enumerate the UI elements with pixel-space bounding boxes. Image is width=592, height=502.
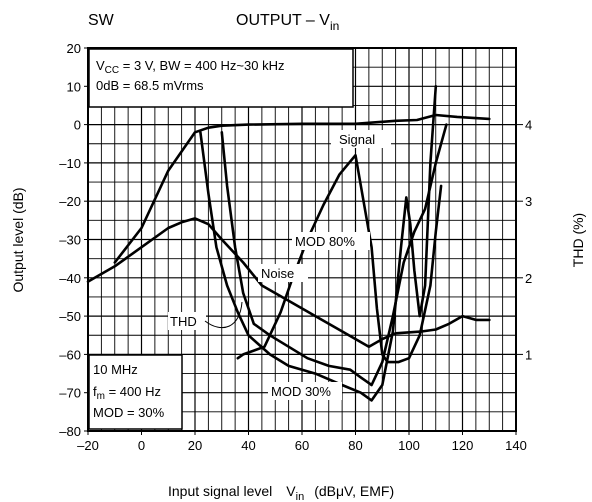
series-line-noise [86, 217, 491, 348]
x-tick-label: 100 [398, 438, 420, 453]
note-10mhz: 10 MHz [93, 362, 138, 377]
thd-leader-line [204, 301, 243, 329]
x-tick-label: 80 [348, 438, 362, 453]
y-left-tick-label: –30 [59, 233, 81, 248]
label-bg-mod80 [292, 232, 370, 250]
note-fm: fm = 400 Hz [93, 384, 161, 402]
header-left-label: SW [88, 12, 115, 29]
x-tick-label: –20 [77, 438, 99, 453]
label-bg-mod30 [268, 382, 342, 400]
y-left-tick-label: –80 [59, 424, 81, 439]
series-line-thd [236, 153, 443, 364]
note-0db: 0dB = 68.5 mVrms [96, 78, 204, 93]
chart-title: OUTPUT – Vin [236, 12, 339, 33]
y-right-axis-label: THD (%) [570, 213, 586, 267]
x-tick-label: 40 [241, 438, 255, 453]
y-left-tick-label: –40 [59, 271, 81, 286]
label-bg-noise [258, 264, 308, 282]
curve-label-noise: Noise [261, 266, 294, 281]
x-tick-label: 0 [138, 438, 145, 453]
y-left-tick-label: –50 [59, 309, 81, 324]
label-bg-signal [331, 130, 391, 148]
y-right-tick-label: 3 [525, 194, 532, 209]
label-bg-thd [168, 312, 206, 330]
note-vcc: VCC = 3 V, BW = 400 Hz~30 kHz [96, 58, 284, 76]
conditions-box-top [88, 48, 354, 108]
curve-label-mod80: MOD 80% [295, 234, 355, 249]
grid [88, 48, 516, 431]
y-right-tick-labels: 4 3 2 1 [516, 118, 532, 362]
series-group [86, 85, 491, 402]
y-left-tick-label: 10 [67, 79, 81, 94]
x-tick-label: 20 [188, 438, 202, 453]
y-left-axis-label: Output level (dB) [10, 187, 26, 292]
curve-label-signal: Signal [339, 132, 375, 147]
series-line-signal [113, 113, 491, 264]
y-left-tick-label: 20 [67, 41, 81, 56]
y-right-tick-label: 1 [525, 347, 532, 362]
y-left-tick-labels: 20 10 0 –10 –20 –30 –40 –50 –60 –70 –80 [59, 41, 88, 439]
y-left-tick-label: –10 [59, 156, 81, 171]
y-left-tick-label: –60 [59, 347, 81, 362]
y-right-tick-label: 2 [525, 271, 532, 286]
y-left-tick-label: 0 [74, 118, 81, 133]
x-tick-label: 140 [505, 438, 527, 453]
y-left-tick-label: –20 [59, 194, 81, 209]
x-tick-label: 120 [452, 438, 474, 453]
y-left-tick-label: –70 [59, 386, 81, 401]
curve-label-thd: THD [170, 314, 197, 329]
series-line-mod-80 [199, 85, 438, 402]
conditions-box-bottom [88, 354, 183, 430]
curve-label-mod30: MOD 30% [271, 384, 331, 399]
x-tick-labels: –20 0 20 40 60 80 100 120 140 [77, 431, 527, 453]
series-line-mod-30 [220, 123, 448, 387]
x-tick-label: 60 [295, 438, 309, 453]
note-mod: MOD = 30% [93, 405, 165, 420]
y-right-tick-label: 4 [525, 118, 532, 133]
x-axis-label: Input signal level Vin (dBμV, EMF) [168, 483, 394, 502]
